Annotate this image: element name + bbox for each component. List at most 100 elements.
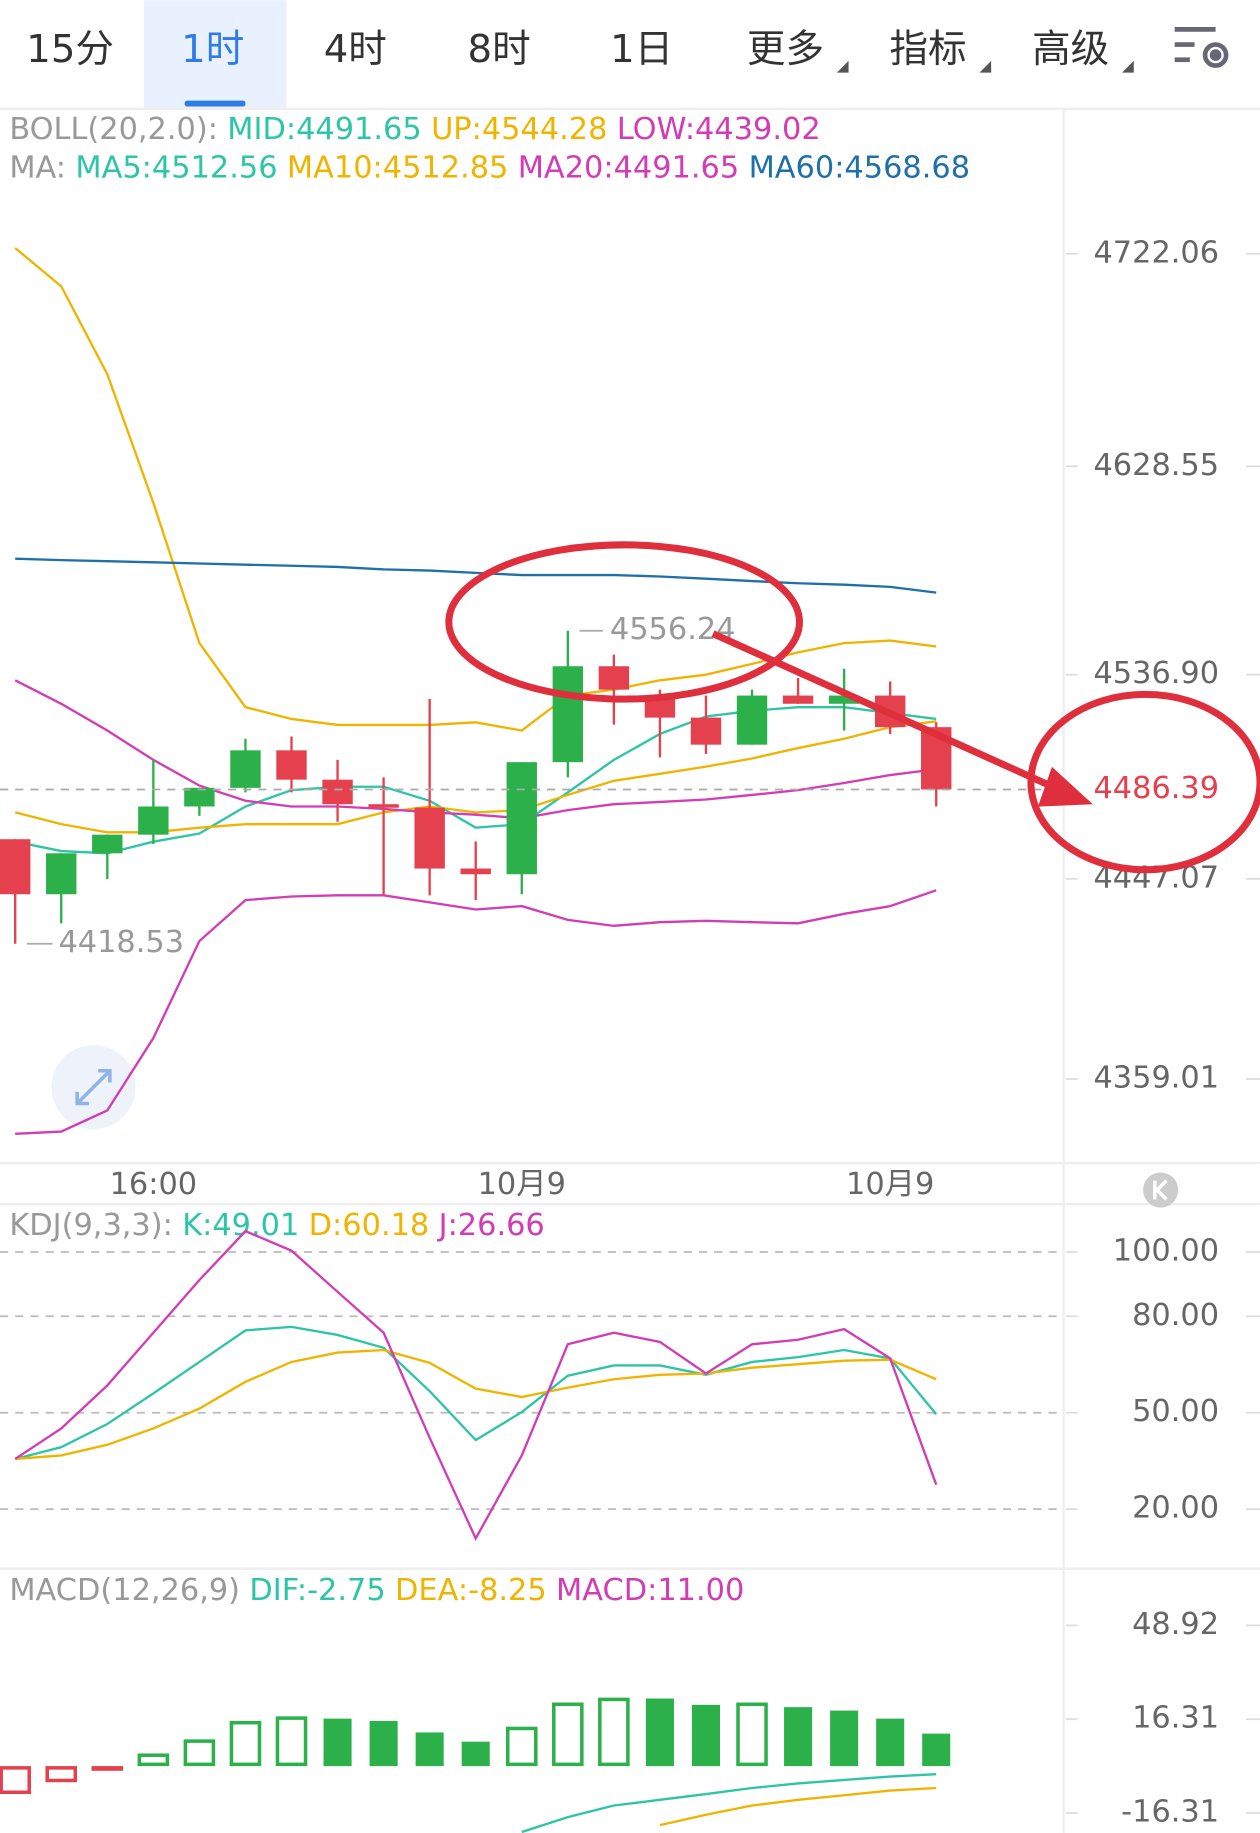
expand-button[interactable] xyxy=(51,1045,136,1130)
macd-bar xyxy=(183,1739,216,1767)
indicator-line xyxy=(14,247,937,732)
tab[interactable]: 更多 xyxy=(747,27,824,72)
macd-bar xyxy=(91,1766,124,1771)
indicator-line xyxy=(15,557,937,594)
indicator-line xyxy=(659,1786,937,1827)
candle-body xyxy=(368,804,399,808)
macd-bar xyxy=(876,1718,905,1767)
candle-body xyxy=(644,698,676,718)
candle-body xyxy=(0,839,31,895)
legend: MA: MA5:4512.56 MA10:4512.85 MA20:4491.65 MA… xyxy=(9,150,970,185)
indicator-line xyxy=(521,1773,937,1833)
legend-entry: MA10:4512.85 xyxy=(287,150,508,185)
macd-bar xyxy=(830,1710,859,1767)
legend-title: MA: xyxy=(9,150,66,185)
legend-entry: MA20:4491.65 xyxy=(518,150,739,185)
legend-entry: MA60:4568.68 xyxy=(749,150,970,185)
macd-bar xyxy=(415,1732,444,1767)
macd-bar xyxy=(369,1720,398,1767)
macd-bar xyxy=(691,1704,720,1767)
low-label: 4418.53 xyxy=(58,925,184,960)
legend: KDJ(9,3,3): K:49.01 D:60.18 J:26.66 xyxy=(9,1208,544,1243)
indicator-line xyxy=(14,1325,938,1461)
macd-bar xyxy=(552,1702,584,1767)
plots: 4722.064628.554536.904447.074359.01BOLL(… xyxy=(0,111,1260,1833)
candle-body xyxy=(92,834,123,854)
tab[interactable]: 1日 xyxy=(610,27,673,72)
legend-entry: J:26.66 xyxy=(437,1208,545,1243)
candle-body xyxy=(138,806,169,835)
y-tick-label: 4628.55 xyxy=(1093,448,1219,483)
y-tick-label: 4536.90 xyxy=(1093,656,1219,691)
candle-body xyxy=(460,868,491,875)
tab[interactable]: 高级 xyxy=(1032,27,1109,72)
last-price-label: 4486.39 xyxy=(1093,771,1219,806)
macd-bar xyxy=(323,1718,352,1767)
legend-title: KDJ(9,3,3): xyxy=(9,1208,173,1243)
indicator-line xyxy=(14,1229,938,1542)
legend: MACD(12,26,9) DIF:-2.75 DEA:-8.25 MACD:11.0… xyxy=(9,1572,744,1607)
macd-bar xyxy=(784,1707,813,1767)
candle-body xyxy=(414,807,445,869)
indicator-line xyxy=(14,679,937,820)
indicator-line xyxy=(14,720,937,834)
macd-bar xyxy=(598,1697,630,1767)
x-tick-label: 10月9 xyxy=(846,1167,934,1202)
dropdown-indicator xyxy=(836,60,849,73)
k-button[interactable] xyxy=(1143,1172,1179,1208)
y-tick-label: 100.00 xyxy=(1113,1233,1219,1268)
macd-bar xyxy=(229,1720,262,1767)
legend-entry: MACD:11.00 xyxy=(556,1572,744,1607)
candle-body xyxy=(828,695,860,704)
tab[interactable]: 指标 xyxy=(889,27,966,72)
y-tick-label: 4722.06 xyxy=(1093,235,1219,270)
macd-bar xyxy=(0,1766,31,1795)
legend-entry: LOW:4439.02 xyxy=(617,111,821,146)
legend: BOLL(20,2.0): MID:4491.65 UP:4544.28 LOW:44… xyxy=(9,111,820,146)
legend-entry: MA5:4512.56 xyxy=(75,150,277,185)
indicator-line xyxy=(15,889,937,1135)
candle-body xyxy=(46,853,77,895)
x-tick-label: 10月9 xyxy=(478,1167,566,1202)
last-price-bg xyxy=(1081,763,1245,816)
macd-bar xyxy=(645,1698,674,1767)
macd-bar xyxy=(45,1766,78,1783)
high-label: 4556.24 xyxy=(610,612,736,647)
y-tick-label: 20.00 xyxy=(1132,1491,1219,1526)
candle-body xyxy=(782,695,814,704)
y-tick-label: 80.00 xyxy=(1132,1298,1219,1333)
tab[interactable]: 4时 xyxy=(324,27,387,72)
candle-body xyxy=(552,666,584,763)
candle-body xyxy=(230,750,261,788)
tab[interactable]: 15分 xyxy=(26,27,114,72)
x-tick-label: 16:00 xyxy=(110,1167,198,1202)
dropdown-indicator xyxy=(979,60,992,73)
legend-entry: DIF:-2.75 xyxy=(249,1572,385,1607)
macd-bar xyxy=(922,1733,951,1767)
candle-body xyxy=(736,695,768,745)
macd-bar xyxy=(137,1753,170,1767)
candle-body xyxy=(322,779,353,805)
macd-bar xyxy=(736,1702,768,1767)
candle-body xyxy=(598,666,630,690)
tab[interactable]: 8时 xyxy=(468,27,531,72)
y-tick-label: 16.31 xyxy=(1132,1701,1219,1736)
legend-entry: DEA:-8.25 xyxy=(395,1572,547,1607)
y-tick-label: 48.92 xyxy=(1132,1607,1219,1642)
tab[interactable]: 1时 xyxy=(181,27,244,72)
macd-bar xyxy=(275,1716,308,1767)
candle-body xyxy=(690,717,722,745)
macd-bar xyxy=(505,1726,538,1767)
legend-title: BOLL(20,2.0): xyxy=(9,111,218,146)
annotations xyxy=(445,541,1260,874)
legend-entry: D:60.18 xyxy=(309,1208,430,1243)
indicator-line xyxy=(14,705,937,855)
candle-body xyxy=(184,787,215,807)
y-tick-label: 50.00 xyxy=(1132,1394,1219,1429)
selected-tab-bg xyxy=(143,0,287,108)
indicator-line xyxy=(15,1348,937,1461)
settings-icon[interactable] xyxy=(1174,27,1229,68)
legend-entry: UP:4544.28 xyxy=(431,111,607,146)
selected-tab-underline xyxy=(184,100,246,107)
